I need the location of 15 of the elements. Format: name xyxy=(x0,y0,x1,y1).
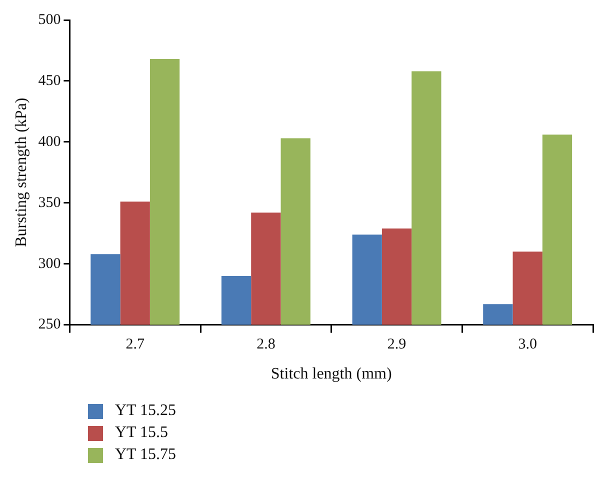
x-tick-label: 2.9 xyxy=(387,336,406,353)
x-tick-label: 2.7 xyxy=(126,336,145,353)
x-axis-title: Stitch length (mm) xyxy=(270,366,392,383)
y-tick-label: 350 xyxy=(38,194,61,211)
x-tick-label: 3.0 xyxy=(518,336,537,353)
y-axis-title: Bursting strength (kPa) xyxy=(12,98,30,248)
y-tick-label: 300 xyxy=(38,256,61,272)
x-tick-label: 2.8 xyxy=(256,336,276,353)
y-tick-label: 500 xyxy=(38,12,61,28)
legend-label: YT 15.25 xyxy=(115,402,176,420)
legend-label: YT 15.5 xyxy=(115,424,168,442)
y-tick-label: 400 xyxy=(38,134,61,150)
y-tick-label: 450 xyxy=(38,72,61,89)
legend-label: YT 15.75 xyxy=(115,446,176,464)
y-tick-label: 250 xyxy=(38,316,61,333)
